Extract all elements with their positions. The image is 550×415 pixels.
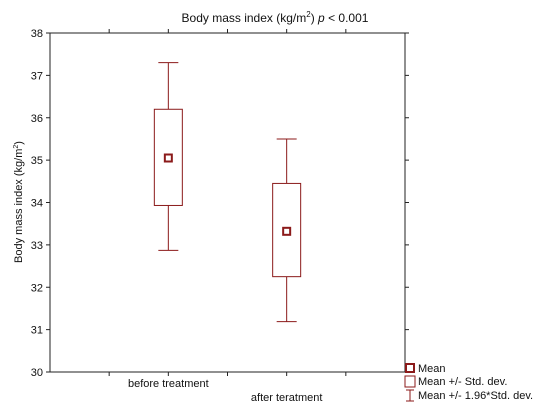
legend-mean-marker (405, 363, 415, 373)
y-tick-label: 36 (31, 113, 43, 125)
y-tick-label: 35 (31, 155, 43, 167)
sd-box (153, 108, 183, 206)
y-tick-label: 38 (31, 28, 43, 40)
legend-mean-label: Mean (418, 363, 446, 375)
legend-ci-label: Mean +/- 1.96*Std. dev. (418, 390, 533, 402)
x-axis: before treatment after teratment (108, 29, 347, 404)
chart-title: Body mass index (kg/m2) p < 0.001 (182, 10, 369, 25)
plot-area (49, 32, 406, 373)
y-axis-label: Body mass index (kg/m2) (13, 141, 25, 263)
box-group (153, 62, 183, 251)
y-tick-label: 30 (31, 367, 43, 379)
y-tick-label: 32 (31, 282, 43, 294)
y-tick-label: 31 (31, 325, 43, 337)
y-tick-label: 34 (31, 198, 43, 210)
mean-marker (282, 226, 292, 236)
x-category-label: after teratment (251, 392, 323, 404)
mean-marker (163, 153, 173, 163)
legend-sd-box (404, 375, 416, 388)
y-tick-label: 33 (31, 240, 43, 252)
x-category-label: before treatment (128, 378, 209, 390)
box-series (153, 62, 302, 323)
sd-box (272, 182, 302, 278)
box-group (272, 138, 302, 323)
y-axis: 30 31 32 33 34 35 36 37 38 (31, 28, 409, 379)
legend-sd-label: Mean +/- Std. dev. (418, 376, 507, 388)
legend: Mean Mean +/- Std. dev. Mean +/- 1.96*St… (404, 363, 533, 402)
y-tick-label: 37 (31, 70, 43, 82)
